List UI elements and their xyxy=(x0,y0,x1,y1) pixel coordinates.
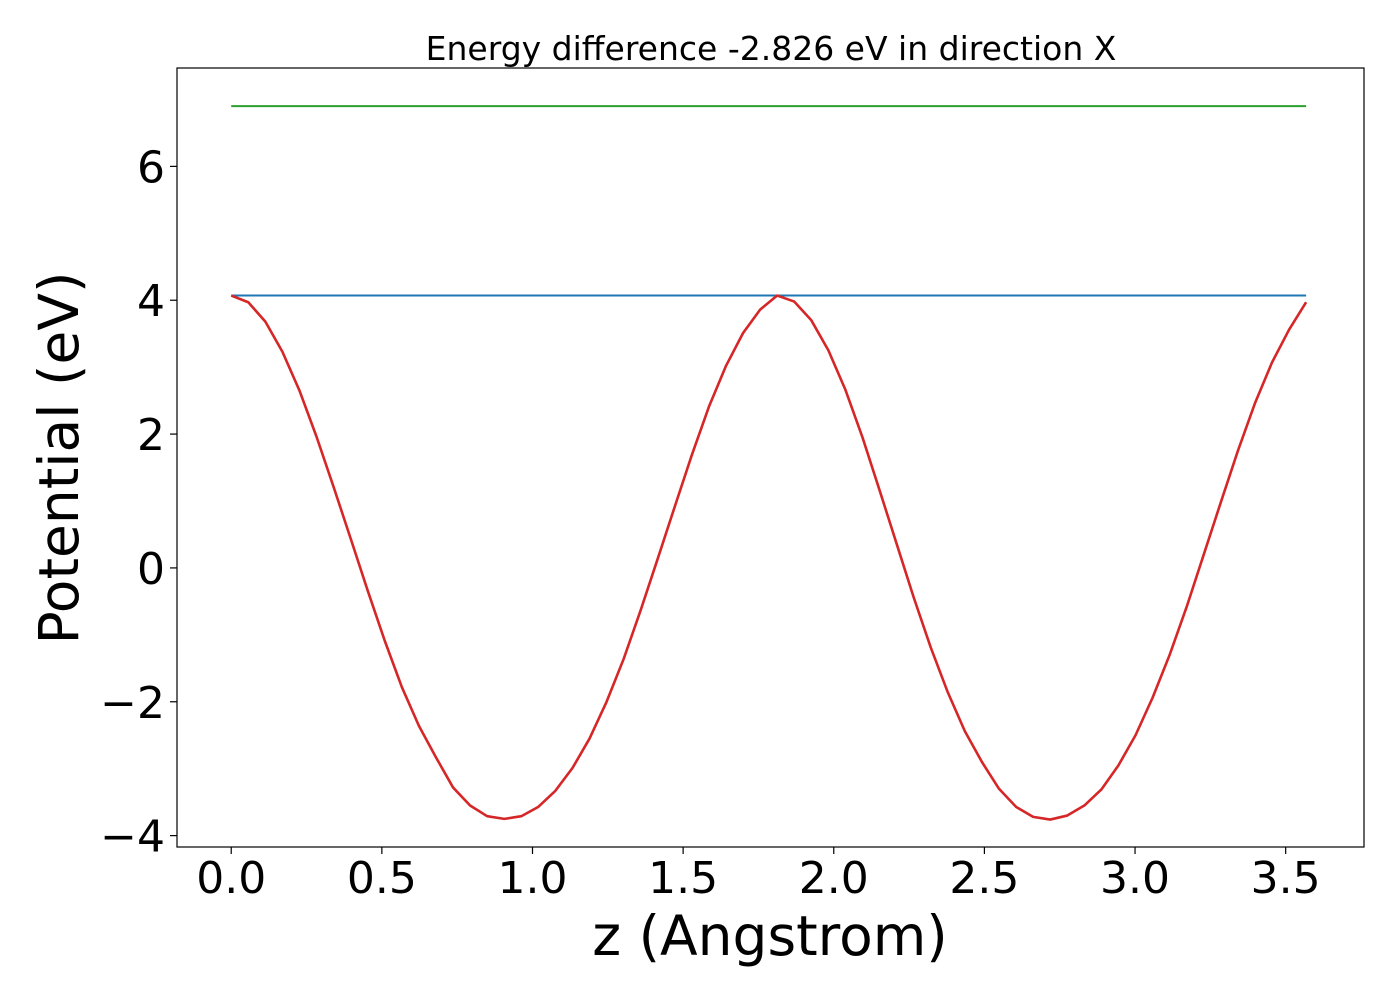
x-tick-label: 0.5 xyxy=(347,853,417,904)
potential-curve xyxy=(230,294,1308,821)
x-tick-label: 2.0 xyxy=(799,853,869,904)
x-tick-label: 2.5 xyxy=(949,853,1019,904)
x-axis-label: z (Angstrom) xyxy=(592,904,948,968)
x-tick-label: 1.5 xyxy=(648,853,718,904)
y-tick-label: −2 xyxy=(100,678,165,729)
y-axis-label: Potential (eV) xyxy=(27,272,91,645)
x-tick-label: 3.0 xyxy=(1100,853,1170,904)
x-tick-label: 1.0 xyxy=(498,853,568,904)
y-tick-label: 6 xyxy=(137,142,165,193)
x-axis: 0.0 0.5 1.0 1.5 2.0 2.5 3.0 3.5 xyxy=(196,847,1321,904)
y-tick-label: 4 xyxy=(137,276,165,327)
plot-frame xyxy=(176,67,1365,848)
y-tick-label: 0 xyxy=(137,544,165,595)
x-tick-label: 0.0 xyxy=(196,853,266,904)
x-tick-label: 3.5 xyxy=(1251,853,1321,904)
chart-title: Energy difference -2.826 eV in direction… xyxy=(426,29,1117,68)
y-tick-label: −4 xyxy=(100,812,165,863)
series-layer xyxy=(230,105,1308,821)
y-tick-label: 2 xyxy=(137,410,165,461)
y-axis: −4 −2 0 2 4 6 xyxy=(100,142,177,863)
